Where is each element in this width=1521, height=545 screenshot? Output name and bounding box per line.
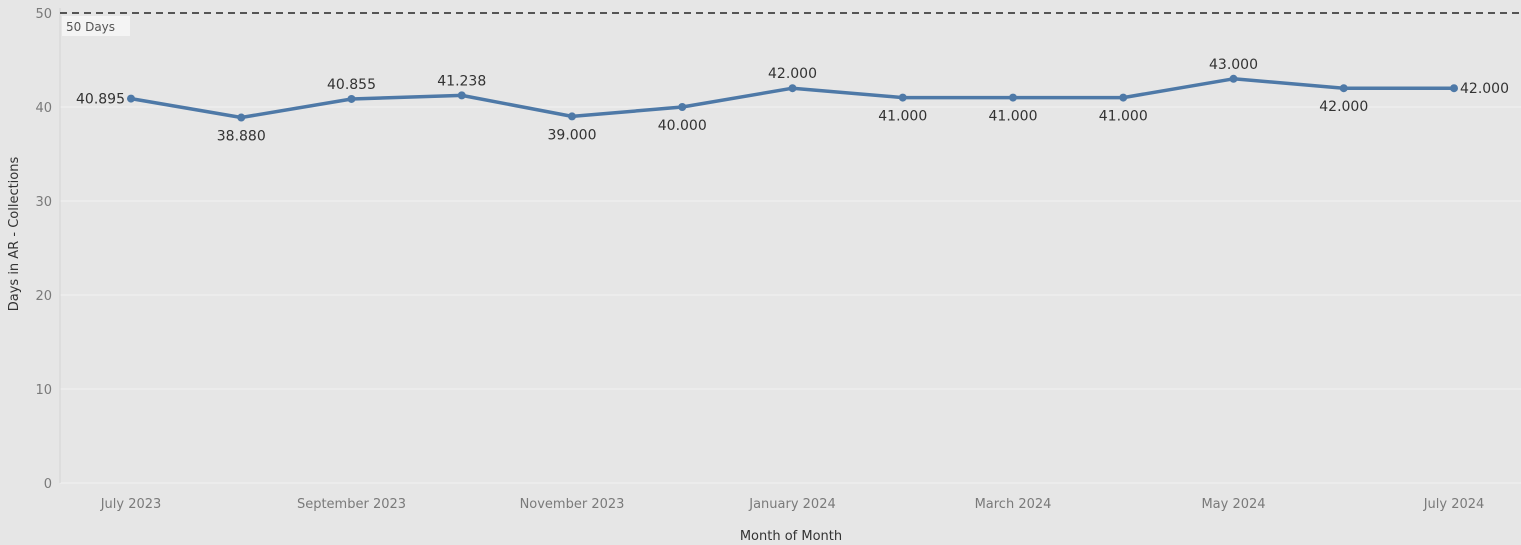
data-point <box>237 113 246 122</box>
x-tick-label: November 2023 <box>520 497 625 512</box>
y-axis-title: Days in AR - Collections <box>7 157 22 312</box>
reference-line-label: 50 Days <box>66 20 115 34</box>
data-label: 43.000 <box>1209 57 1258 73</box>
data-label: 38.880 <box>217 129 266 145</box>
data-point <box>127 94 135 103</box>
data-label-layer: 40.895 38.880 40.855 41.238 39.000 40.000 42.0… <box>76 57 1509 145</box>
reference-line-layer: 50 Days <box>60 12 1521 36</box>
data-label: 41.000 <box>878 109 927 125</box>
x-tick-label: July 2023 <box>100 497 162 512</box>
data-point <box>457 91 466 100</box>
data-point <box>1229 74 1238 83</box>
data-point <box>568 112 576 121</box>
data-point <box>1339 84 1348 93</box>
x-axis-title: Month of Month <box>740 529 842 544</box>
data-point <box>347 94 356 103</box>
x-tick-label: September 2023 <box>297 497 406 512</box>
data-label: 42.000 <box>768 66 817 82</box>
data-point <box>788 84 797 93</box>
series-layer <box>127 74 1458 122</box>
x-tick-label: May 2024 <box>1201 497 1265 512</box>
data-point <box>898 93 907 102</box>
x-tick-label: July 2024 <box>1423 497 1485 512</box>
data-label: 40.855 <box>327 77 376 93</box>
data-label: 42.000 <box>1460 81 1509 97</box>
grid-layer <box>60 106 1521 484</box>
data-label: 40.895 <box>76 92 125 108</box>
y-tick-label: 50 <box>35 7 52 22</box>
data-point <box>1450 84 1458 93</box>
y-tick-label: 10 <box>35 383 52 398</box>
y-tick-label: 0 <box>44 477 52 492</box>
axis-layer: 0 10 20 30 40 50 July 2023 September 2023 Novemb… <box>35 7 1484 512</box>
data-point <box>1009 93 1017 102</box>
data-label: 40.000 <box>658 118 707 134</box>
reference-line-label-box <box>62 16 130 36</box>
x-tick-label: January 2024 <box>748 497 836 512</box>
y-tick-label: 20 <box>35 289 52 304</box>
x-tick-label: March 2024 <box>975 497 1052 512</box>
data-point <box>1119 93 1128 102</box>
y-tick-label: 30 <box>35 195 52 210</box>
data-label: 39.000 <box>548 127 597 143</box>
y-tick-label: 40 <box>35 101 52 116</box>
data-label: 41.238 <box>437 73 486 89</box>
data-label: 41.000 <box>989 109 1038 125</box>
data-label: 42.000 <box>1319 99 1368 115</box>
data-label: 41.000 <box>1099 109 1148 125</box>
data-point <box>678 103 687 111</box>
